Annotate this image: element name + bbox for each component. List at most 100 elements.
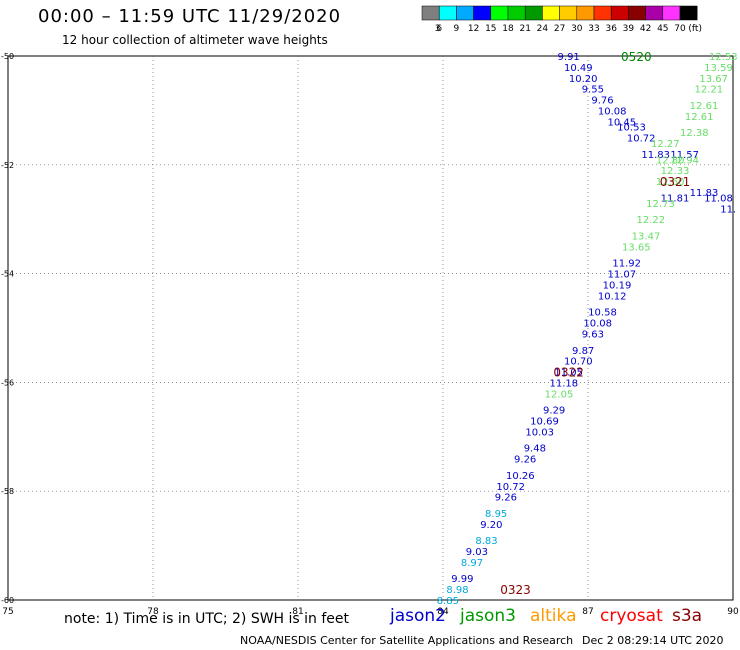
- wave-height-value: 11.57: [670, 150, 699, 161]
- scale-tick-label: 36: [605, 24, 617, 34]
- scale-tick-label: 9: [454, 24, 460, 34]
- page-title: 00:00 – 11:59 UTC 11/29/2020: [38, 6, 342, 27]
- wave-height-value: 12.53: [709, 52, 738, 63]
- lat-tick-label: -60: [1, 596, 14, 605]
- satellite-altika: altika: [530, 606, 577, 626]
- track-time-label: 0321: [660, 175, 691, 189]
- wave-height-value: 11.92: [612, 259, 641, 270]
- footer-credit: NOAA/NESDIS Center for Satellite Applica…: [240, 634, 574, 647]
- wave-height-value: 11.05: [554, 368, 583, 379]
- scale-swatch: [679, 5, 698, 21]
- track-time-label: 0323: [500, 583, 531, 597]
- wave-height-value: 10.08: [583, 319, 612, 330]
- wave-height-value: 12.05: [545, 389, 574, 400]
- wave-height-value: 12.21: [695, 85, 724, 96]
- wave-height-value: 12.94: [670, 155, 699, 166]
- wave-height-value: 11.08: [704, 193, 733, 204]
- wave-height-value: 10.26: [506, 471, 535, 482]
- wave-height-value: 12.61: [690, 101, 719, 112]
- wave-height-value: 10.20: [569, 74, 598, 85]
- wave-height-value: 12.38: [680, 128, 709, 139]
- wave-height-value: 12.60: [656, 177, 685, 188]
- scale-tick-label: 18: [502, 24, 514, 34]
- wave-height-value: 10.72: [496, 482, 525, 493]
- color-scale-legend: 6 9 12 15 18 21 24 27 30 33 36 39 42 45 70 3 (ft): [421, 5, 702, 34]
- page-subtitle: 12 hour collection of altimeter wave hei…: [62, 33, 328, 47]
- scale-tick-label: 42: [640, 24, 651, 34]
- satellite-cryosat: cryosat: [600, 606, 663, 626]
- wave-height-value: 9.76: [591, 96, 613, 107]
- wave-height-value: 10.58: [588, 308, 617, 319]
- wave-height-value: 9.55: [582, 85, 604, 96]
- scale-tick-label: 45: [657, 24, 668, 34]
- wave-height-value: 8.95: [485, 509, 507, 520]
- lat-tick-label: -54: [1, 270, 14, 279]
- scale-tick-label: 21: [519, 24, 530, 34]
- scale-tick-label: 27: [554, 24, 565, 34]
- lat-tick-label: -58: [1, 487, 14, 496]
- lon-tick-label: 78: [147, 607, 159, 617]
- wave-height-value: 11.18: [550, 378, 579, 389]
- scale-tick-label: 12: [468, 24, 479, 34]
- wave-height-value: 10.08: [598, 106, 627, 117]
- scale-tick-label: 24: [537, 24, 549, 34]
- scale-tick-label: 39: [623, 24, 635, 34]
- lon-tick-label: 81: [292, 607, 303, 617]
- wave-height-value: 8.98: [446, 585, 468, 596]
- wave-height-value: 11.: [720, 204, 736, 215]
- wave-height-value: 10.49: [564, 63, 593, 74]
- wave-height-value: 12.61: [685, 112, 714, 123]
- wave-height-value: 9.20: [480, 520, 502, 531]
- wave-height-value: 9.63: [582, 329, 604, 340]
- wave-height-value: 8.97: [461, 558, 483, 569]
- scale-tick-label: 6: [436, 24, 442, 34]
- wave-height-value: 12.73: [646, 199, 675, 210]
- scale-unit-label: (ft): [688, 24, 702, 34]
- wave-height-value: 9.26: [514, 455, 536, 466]
- lat-tick-label: -52: [1, 161, 14, 170]
- wave-height-value: 9.48: [524, 444, 546, 455]
- wave-height-value: 11.81: [661, 193, 690, 204]
- wave-height-value: 8.83: [475, 536, 497, 547]
- lon-tick-label: 84: [437, 607, 449, 617]
- satellite-jason3: jason3: [460, 606, 516, 626]
- scale-tick-label: 15: [485, 24, 496, 34]
- lon-tick-label: 75: [2, 607, 13, 617]
- wave-height-value: 10.03: [525, 427, 554, 438]
- satellite-jason2: jason2: [390, 606, 446, 626]
- wave-height-value: 10.12: [598, 291, 627, 302]
- wave-height-value: 10.69: [530, 416, 559, 427]
- track-time-label: 0322: [553, 366, 584, 380]
- wave-height-value: 10.53: [617, 123, 646, 134]
- wave-height-value: 9.26: [495, 493, 517, 504]
- wave-height-value: 10.70: [564, 357, 593, 368]
- lon-tick-label: 87: [582, 607, 593, 617]
- lat-tick-label: -50: [1, 52, 14, 61]
- map-frame: [7, 55, 734, 601]
- wave-height-value: 8.85: [437, 596, 459, 607]
- wave-height-value: 13.47: [632, 232, 661, 243]
- scale-tick-label: 30: [571, 24, 583, 34]
- wave-height-value: 11.83: [690, 188, 719, 199]
- satellite-s3a: s3a: [672, 606, 703, 626]
- wave-height-value: 9.29: [543, 406, 565, 417]
- wave-height-value: 12.33: [661, 166, 690, 177]
- wave-height-value: 13.67: [699, 74, 728, 85]
- wave-height-value: 12.22: [637, 215, 666, 226]
- wave-height-value: 9.03: [466, 547, 488, 558]
- wave-height-value: 13.65: [622, 242, 651, 253]
- lat-tick-label: -56: [1, 378, 14, 387]
- wave-height-value: 9.99: [451, 574, 473, 585]
- scale-tick-label: 70: [674, 24, 686, 34]
- wave-height-value: 10.19: [603, 280, 632, 291]
- wave-height-value: 9.91: [558, 52, 580, 63]
- footer-timestamp: Dec 2 08:29:14 UTC 2020: [582, 634, 724, 647]
- wave-height-value: 11.83: [641, 150, 670, 161]
- wave-height-value: 10.72: [627, 134, 656, 145]
- wave-height-value: 13.59: [704, 63, 733, 74]
- footer-note: note: 1) Time is in UTC; 2) SWH is in fe…: [64, 611, 350, 627]
- wave-height-value: 12.27: [651, 139, 680, 150]
- scale-tick-label: 3: [435, 24, 441, 34]
